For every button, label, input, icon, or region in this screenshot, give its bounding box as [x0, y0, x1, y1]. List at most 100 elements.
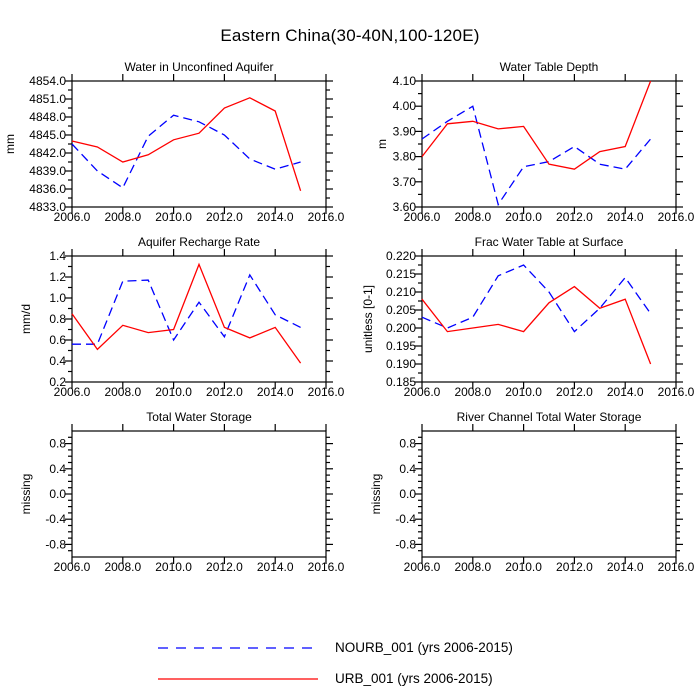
plot-frame — [71, 80, 327, 208]
series-line-urb_001 — [421, 80, 652, 170]
x-tick-label: 2010.0 — [155, 385, 192, 399]
x-tick-label: 2008.0 — [454, 560, 491, 574]
y-tick-label: 0.4 — [399, 462, 416, 476]
plot-frame — [71, 255, 327, 383]
panel-title: River Channel Total Water Storage — [457, 410, 642, 424]
y-tick-label: -0.4 — [45, 512, 66, 526]
x-tick-label: 2016.0 — [658, 210, 695, 224]
x-tick-label: 2012.0 — [556, 385, 593, 399]
y-tick-label: 0.220 — [386, 249, 416, 263]
plot-frame — [421, 430, 677, 558]
x-tick-label: 2014.0 — [257, 560, 294, 574]
y-tick-label: 0.215 — [386, 267, 416, 281]
y-tick-label: 0.6 — [49, 333, 66, 347]
plot-frame — [71, 430, 327, 558]
subplot-water-in-unconfined-aquifer: Water in Unconfined Aquifer mm 4854.0 4851.… — [3, 60, 345, 224]
x-tick-label: 2006.0 — [404, 210, 441, 224]
y-tick-label: 4839.0 — [29, 164, 66, 178]
y-tick-label: -0.8 — [395, 537, 416, 551]
x-tick-label: 2016.0 — [658, 385, 695, 399]
y-axis-label: mm — [3, 134, 17, 154]
panel-title: Water Table Depth — [500, 60, 599, 74]
x-tick-label: 2010.0 — [505, 385, 542, 399]
x-tick-label: 2012.0 — [206, 385, 243, 399]
x-tick-label: 2008.0 — [454, 210, 491, 224]
x-tick-label: 2012.0 — [556, 560, 593, 574]
x-tick-label: 2010.0 — [155, 560, 192, 574]
x-tick-label: 2014.0 — [607, 210, 644, 224]
y-tick-label: 4845.0 — [29, 128, 66, 142]
plot-frame — [421, 80, 677, 208]
series-line-nourb_001 — [71, 114, 301, 189]
y-axis-label: unitless [0-1] — [361, 285, 375, 353]
x-tick-label: 2006.0 — [54, 210, 91, 224]
plot-frame — [421, 255, 677, 383]
y-tick-label: 0.0 — [399, 487, 416, 501]
subplot-water-table-depth: Water Table Depth m 4.10 4.00 3.90 3.80 3.70 3.… — [375, 60, 695, 224]
y-tick-label: 4842.0 — [29, 146, 66, 160]
y-tick-label: 0.205 — [386, 303, 416, 317]
y-tick-label: 0.190 — [386, 357, 416, 371]
y-tick-label: 1.2 — [49, 270, 66, 284]
y-axis-label: m — [375, 139, 389, 149]
x-tick-label: 2006.0 — [404, 560, 441, 574]
subplot-total-water-storage: Total Water Storage missing 0.8 0.4 0.0 -0.4 -… — [19, 410, 345, 574]
x-tick-label: 2010.0 — [505, 560, 542, 574]
y-axis-label: missing — [19, 474, 33, 515]
legend-item-urb: URB_001 (yrs 2006-2015) — [158, 665, 513, 692]
y-axis-label: mm/d — [19, 304, 33, 334]
panel-title: Frac Water Table at Surface — [475, 235, 624, 249]
y-tick-label: 4833.0 — [29, 200, 66, 214]
subplot-frac-water-table-at-surface: Frac Water Table at Surface unitless [0-1… — [361, 235, 695, 399]
series-line-urb_001 — [71, 262, 302, 364]
x-tick-label: 2008.0 — [104, 560, 141, 574]
x-tick-label: 2010.0 — [155, 210, 192, 224]
x-tick-label: 2014.0 — [257, 210, 294, 224]
y-tick-label: 4848.0 — [29, 110, 66, 124]
legend-dashed-line-sample — [158, 646, 318, 649]
y-tick-label: 0.185 — [386, 375, 416, 389]
y-tick-label: 4854.0 — [29, 74, 66, 88]
x-tick-label: 2016.0 — [658, 560, 695, 574]
x-tick-label: 2010.0 — [505, 210, 542, 224]
y-tick-label: 4.10 — [393, 74, 417, 88]
series-line-urb_001 — [421, 285, 652, 365]
legend-item-nourb: NOURB_001 (yrs 2006-2015) — [158, 634, 513, 661]
y-tick-label: 0.195 — [386, 339, 416, 353]
y-tick-label: 0.4 — [49, 354, 66, 368]
x-tick-label: 2014.0 — [607, 385, 644, 399]
y-tick-label: -0.4 — [395, 512, 416, 526]
y-tick-label: 0.8 — [49, 312, 66, 326]
legend-label-nourb: NOURB_001 (yrs 2006-2015) — [335, 640, 513, 655]
x-tick-label: 2012.0 — [556, 210, 593, 224]
series-line-nourb_001 — [72, 273, 301, 345]
y-tick-label: 3.70 — [393, 175, 417, 189]
series-line-nourb_001 — [421, 264, 652, 333]
y-tick-label: 0.0 — [49, 487, 66, 501]
x-tick-label: 2014.0 — [607, 560, 644, 574]
y-tick-label: 4.00 — [393, 99, 417, 113]
legend: NOURB_001 (yrs 2006-2015) URB_001 (yrs 2… — [158, 634, 513, 696]
series-line-nourb_001 — [421, 105, 652, 207]
x-tick-label: 2008.0 — [104, 385, 141, 399]
y-tick-label: 0.4 — [49, 462, 66, 476]
panel-title: Aquifer Recharge Rate — [138, 235, 260, 249]
y-tick-label: 0.200 — [386, 321, 416, 335]
y-tick-label: -0.8 — [45, 537, 66, 551]
y-tick-label: 3.80 — [393, 150, 417, 164]
legend-solid-line-sample — [158, 677, 318, 680]
x-tick-label: 2012.0 — [206, 210, 243, 224]
series-line-urb_001 — [71, 97, 302, 191]
x-tick-label: 2016.0 — [308, 385, 345, 399]
x-tick-label: 2008.0 — [454, 385, 491, 399]
x-tick-label: 2016.0 — [308, 210, 345, 224]
y-tick-label: 0.210 — [386, 285, 416, 299]
x-tick-label: 2006.0 — [54, 385, 91, 399]
x-tick-label: 2012.0 — [206, 560, 243, 574]
y-tick-label: 0.8 — [49, 437, 66, 451]
panel-title: Total Water Storage — [146, 410, 252, 424]
x-tick-label: 2014.0 — [257, 385, 294, 399]
x-tick-label: 2006.0 — [54, 560, 91, 574]
subplot-aquifer-recharge-rate: Aquifer Recharge Rate mm/d 1.4 1.2 1.0 0.8 0.6… — [19, 235, 345, 399]
